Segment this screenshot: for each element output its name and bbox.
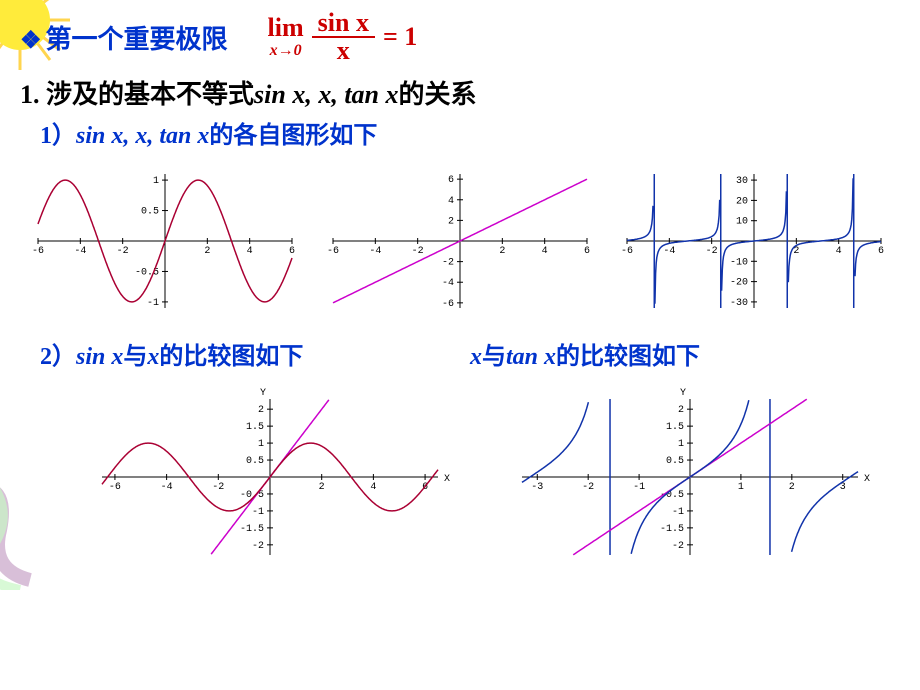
sub2a-mid: 与 (123, 344, 147, 370)
svg-text:4: 4 (541, 246, 547, 257)
svg-text:-6: -6 (109, 482, 121, 493)
svg-text:X: X (864, 474, 870, 485)
svg-text:-1.5: -1.5 (660, 524, 684, 535)
main-title: ❖第一个重要极限 (20, 19, 228, 56)
identity-chart: -6 -4 -2 2 4 6 -6 -4 -2 2 4 6 (315, 156, 606, 326)
sub2a-suffix: 的比较图如下 (159, 344, 303, 370)
svg-text:-2: -2 (411, 246, 423, 257)
svg-text:-2: -2 (442, 258, 454, 269)
svg-text:4: 4 (448, 196, 454, 207)
svg-text:-30: -30 (730, 298, 748, 309)
lim-sub: x→0 (270, 43, 302, 59)
sub2a-b: x (147, 344, 159, 370)
fraction-num: sin x (312, 10, 375, 38)
svg-text:-1: -1 (252, 507, 264, 518)
sin-vs-x-chart: -6-4-2246-2-1.5-1-0.50.511.52XY (80, 377, 460, 577)
svg-text:-1.5: -1.5 (240, 524, 264, 535)
svg-text:-6: -6 (621, 246, 633, 257)
sub2b-title: x与tan x的比较图如下 (470, 336, 700, 371)
svg-text:2: 2 (448, 216, 454, 227)
svg-text:-4: -4 (369, 246, 381, 257)
svg-text:-1: -1 (633, 482, 645, 493)
svg-text:-4: -4 (442, 278, 454, 289)
header-row: ❖第一个重要极限 lim x→0 sin x x = 1 (20, 10, 900, 64)
sub2b-a: x (470, 344, 482, 370)
svg-text:30: 30 (736, 176, 748, 187)
svg-text:2: 2 (499, 246, 505, 257)
svg-text:2: 2 (319, 482, 325, 493)
svg-text:2: 2 (258, 405, 264, 416)
sec1-prefix: 1. 涉及的基本不等式 (20, 80, 254, 109)
svg-text:2: 2 (204, 246, 210, 257)
bullet-icon: ❖ (20, 28, 42, 54)
section-1-title: 1. 涉及的基本不等式sin x, x, tan x的关系 (20, 74, 900, 111)
svg-text:20: 20 (736, 196, 748, 207)
svg-text:-2: -2 (706, 246, 718, 257)
svg-text:Y: Y (260, 388, 266, 399)
sub1-suffix: 的各自图形如下 (209, 123, 377, 149)
sec1-suffix: 的关系 (399, 80, 477, 109)
sub2b-b: tan x (506, 344, 556, 370)
sin-chart: -6-4-2246-1-0.50.51 (20, 156, 311, 326)
lim-text: lim (268, 15, 304, 41)
sec1-mid: sin x, x, tan x (254, 80, 399, 109)
title-text: 第一个重要极限 (46, 25, 228, 54)
limit-formula: lim x→0 sin x x = 1 (268, 10, 418, 64)
svg-text:6: 6 (878, 246, 884, 257)
sub2b-suffix: 的比较图如下 (556, 344, 700, 370)
svg-text:4: 4 (370, 482, 376, 493)
svg-text:-6: -6 (327, 246, 339, 257)
sub1-prefix: 1） (40, 123, 76, 149)
svg-text:1: 1 (153, 176, 159, 187)
svg-text:6: 6 (289, 246, 295, 257)
tan-chart: -6-4-2246-30-20-10102030 (609, 156, 900, 326)
svg-text:-20: -20 (730, 278, 748, 289)
svg-text:-4: -4 (74, 246, 86, 257)
svg-text:-2: -2 (252, 541, 264, 552)
svg-text:-2: -2 (672, 541, 684, 552)
svg-text:-6: -6 (32, 246, 44, 257)
sub2a-a: sin x (76, 344, 123, 370)
svg-text:1: 1 (678, 439, 684, 450)
svg-text:-2: -2 (582, 482, 594, 493)
svg-text:0.5: 0.5 (246, 456, 264, 467)
sub1-mid: sin x, x, tan x (76, 123, 209, 149)
svg-text:1: 1 (258, 439, 264, 450)
subsection-2-titles: 2）sin x与x的比较图如下 x与tan x的比较图如下 (40, 336, 900, 371)
svg-text:0.5: 0.5 (666, 456, 684, 467)
svg-text:1.5: 1.5 (246, 422, 264, 433)
svg-text:1.5: 1.5 (666, 422, 684, 433)
sub2a-title: 2）sin x与x的比较图如下 (40, 336, 440, 371)
svg-text:0.5: 0.5 (141, 207, 159, 218)
svg-text:-6: -6 (442, 299, 454, 310)
svg-text:-2: -2 (212, 482, 224, 493)
subsection-1-title: 1）sin x, x, tan x的各自图形如下 (40, 115, 900, 150)
svg-text:4: 4 (247, 246, 253, 257)
svg-text:-4: -4 (664, 246, 676, 257)
svg-text:1: 1 (738, 482, 744, 493)
chart-row-2: -6-4-2246-2-1.5-1-0.50.511.52XY -3-2-112… (20, 377, 900, 577)
svg-text:2: 2 (678, 405, 684, 416)
svg-text:-3: -3 (531, 482, 543, 493)
svg-text:2: 2 (789, 482, 795, 493)
svg-text:-4: -4 (161, 482, 173, 493)
svg-text:6: 6 (448, 175, 454, 186)
svg-text:Y: Y (680, 388, 686, 399)
sub2b-mid: 与 (482, 344, 506, 370)
chart-row-1: -6-4-2246-1-0.50.51 -6-4-2246-6-4-2246 -… (20, 156, 900, 326)
svg-text:6: 6 (584, 246, 590, 257)
fraction-den: x (331, 38, 356, 64)
svg-text:-2: -2 (117, 246, 129, 257)
x-vs-tan-chart: -3-2-1123-2-1.5-1-0.50.511.52XY (500, 377, 880, 577)
svg-text:-1: -1 (147, 298, 159, 309)
formula-result: = 1 (383, 22, 417, 52)
svg-text:-1: -1 (672, 507, 684, 518)
sub2a-prefix: 2） (40, 344, 76, 370)
svg-text:10: 10 (736, 217, 748, 228)
svg-text:4: 4 (836, 246, 842, 257)
svg-text:X: X (444, 474, 450, 485)
svg-text:-10: -10 (730, 257, 748, 268)
